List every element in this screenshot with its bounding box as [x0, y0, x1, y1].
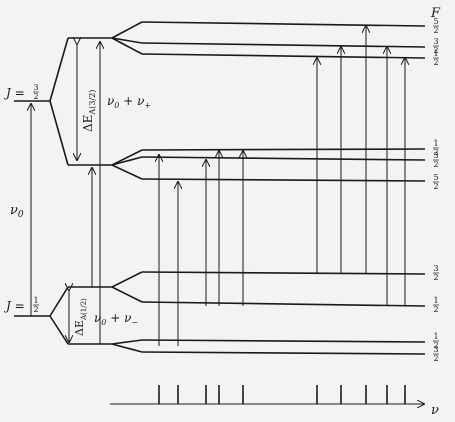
branch-j12-up	[49, 286, 69, 317]
svg-text:2: 2	[433, 341, 438, 350]
svg-text:2: 2	[433, 305, 438, 314]
svg-text:3: 3	[433, 151, 438, 160]
level-f32-bottom	[141, 351, 426, 355]
svg-text:1: 1	[433, 332, 438, 341]
fan-u2	[111, 37, 143, 44]
j-fraction: 32	[33, 83, 39, 101]
lower-j-value: 12	[33, 296, 39, 314]
level-f32-low	[141, 271, 426, 275]
delta-e-lower-label: ΔEA(1/2)	[73, 298, 88, 336]
f-label: 32	[433, 37, 439, 55]
branch-j12-down	[49, 315, 69, 345]
svg-text:2: 2	[33, 92, 38, 101]
f-axis-title: F	[430, 6, 441, 21]
level-f32-top	[141, 42, 426, 48]
level-f12-low	[141, 301, 426, 307]
svg-text:3: 3	[433, 37, 438, 46]
lower-j-label: J =	[3, 299, 25, 313]
level-f52-mid	[141, 178, 426, 182]
level-f32-mid	[141, 156, 426, 161]
fan-u3	[111, 37, 143, 55]
fan-l2	[111, 286, 143, 303]
f-label: 12	[433, 139, 439, 157]
level-f12-bottom	[141, 339, 426, 343]
svg-text:2: 2	[433, 46, 438, 55]
svg-text:1: 1	[433, 296, 438, 305]
svg-text:2: 2	[433, 354, 438, 363]
fan-b2	[111, 343, 143, 353]
f-label: 52	[433, 17, 439, 35]
level-f12-mid	[141, 148, 426, 151]
level-f12-top	[141, 53, 426, 59]
f-label: 12	[433, 49, 439, 67]
svg-text:5: 5	[433, 173, 438, 182]
nu0-label: ν0	[10, 203, 24, 220]
svg-text:3: 3	[33, 83, 38, 92]
branch-j32-down	[49, 100, 69, 166]
svg-text:3: 3	[433, 264, 438, 273]
branch-j32-up	[49, 37, 69, 102]
nu-axis-label: ν	[431, 403, 439, 418]
svg-text:2: 2	[433, 182, 438, 191]
f-label: 32	[433, 345, 439, 363]
fan-m3	[111, 164, 143, 180]
fan-u1	[111, 21, 143, 39]
delta-e-upper-label: ΔEA(3/2)	[81, 90, 97, 132]
svg-text:2: 2	[433, 58, 438, 67]
f-label: 32	[433, 151, 439, 169]
svg-text:2: 2	[433, 148, 438, 157]
upper-j-value: 32	[33, 83, 39, 101]
nu-plus-label: ν0 + ν+	[107, 94, 151, 110]
svg-text:2: 2	[433, 160, 438, 169]
svg-text:1: 1	[33, 296, 38, 305]
nu-minus-label: ν0 + ν−	[94, 311, 138, 327]
spectrum-lines	[158, 385, 406, 404]
level-f52-top	[141, 21, 426, 27]
svg-text:1: 1	[433, 139, 438, 148]
f-label: 12	[433, 332, 439, 350]
svg-text:1: 1	[433, 49, 438, 58]
f-label: 12	[433, 296, 439, 314]
svg-text:2: 2	[433, 26, 438, 35]
j-fraction: 12	[33, 296, 39, 314]
upper-j-label: J =	[3, 86, 25, 100]
fan-b1	[111, 339, 143, 345]
svg-text:2: 2	[33, 305, 38, 314]
svg-text:3: 3	[433, 345, 438, 354]
f-label: 32	[433, 264, 439, 282]
f-label: 52	[433, 173, 439, 191]
svg-text:5: 5	[433, 17, 438, 26]
fan-m1	[111, 149, 143, 166]
svg-text:2: 2	[433, 273, 438, 282]
fan-m2	[111, 156, 143, 166]
fan-l1	[111, 271, 143, 288]
